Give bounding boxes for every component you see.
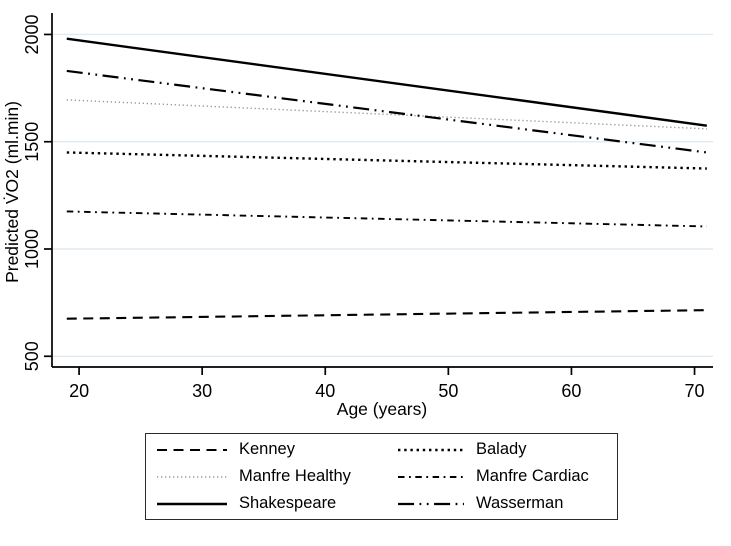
- wasserman-line-swatch-icon: [398, 502, 464, 505]
- legend-label: Manfre Healthy: [239, 467, 351, 485]
- x-tick-label: 30: [192, 381, 212, 401]
- legend-label: Shakespeare: [239, 494, 337, 512]
- x-tick-label: 60: [561, 381, 581, 401]
- x-tick-label: 40: [315, 381, 335, 401]
- plot-area: Predicted V̇O2 (ml.min) Age (years) 500 1…: [2, 13, 713, 419]
- series-line-shakespeare: [66, 37, 708, 127]
- balady-line-swatch-icon: [398, 448, 464, 451]
- x-axis-title: Age (years): [337, 399, 427, 419]
- legend: Kenney Balady Manfre Healthy Manfre Card…: [145, 433, 618, 520]
- legend-label: Wasserman: [476, 494, 564, 512]
- x-tick-label: 70: [685, 381, 705, 401]
- legend-item-kenney: Kenney: [156, 438, 397, 462]
- legend-item-balady: Balady: [397, 438, 617, 462]
- y-tick-label: 2000: [22, 14, 42, 54]
- y-axis-title: Predicted V̇O2 (ml.min): [2, 101, 22, 283]
- x-tick-label: 20: [69, 381, 89, 401]
- manfre-healthy-line-swatch-icon: [157, 475, 227, 478]
- legend-item-manfre-cardiac: Manfre Cardiac: [397, 465, 617, 489]
- x-tick-label: 50: [438, 381, 458, 401]
- shakespeare-line-swatch-icon: [157, 502, 227, 505]
- y-tick-label: 500: [22, 341, 42, 371]
- legend-label: Balady: [476, 440, 527, 458]
- y-tick-label: 1000: [22, 229, 42, 269]
- series-line-kenney: [66, 309, 707, 320]
- legend-item-manfre-healthy: Manfre Healthy: [156, 465, 397, 489]
- legend-item-shakespeare: Shakespeare: [156, 492, 397, 516]
- legend-label: Kenney: [239, 440, 295, 458]
- legend-item-wasserman: Wasserman: [397, 492, 617, 516]
- manfre-cardiac-line-swatch-icon: [398, 475, 464, 478]
- series-line-balady: [66, 151, 707, 170]
- legend-label: Manfre Cardiac: [476, 467, 589, 485]
- series-line-manfre-cardiac: [66, 210, 707, 228]
- y-tick-label: 1500: [22, 122, 42, 162]
- series-line-manfre-healthy: [66, 99, 707, 130]
- kenney-line-swatch-icon: [157, 448, 227, 451]
